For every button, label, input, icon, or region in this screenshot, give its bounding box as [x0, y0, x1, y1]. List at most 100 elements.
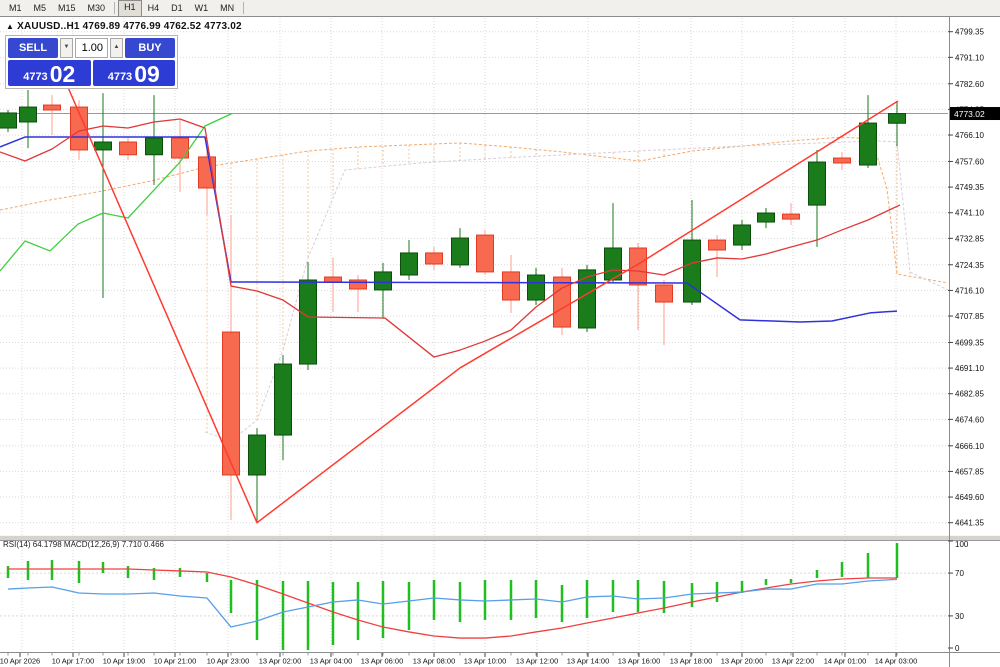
sell-price-pips: 02 [49, 61, 76, 87]
grid-layer [0, 18, 948, 651]
candle [604, 247, 622, 281]
svg-text:10 Apr 21:00: 10 Apr 21:00 [154, 657, 197, 666]
svg-text:13 Apr 12:00: 13 Apr 12:00 [516, 657, 559, 666]
candles-layer [0, 89, 906, 523]
svg-text:4791.10: 4791.10 [955, 53, 984, 62]
candle [757, 212, 775, 223]
candle [859, 122, 877, 166]
candle [578, 269, 596, 329]
volume-increase-button[interactable]: ▲ [110, 38, 123, 58]
toolbar-separator [243, 2, 245, 14]
buy-price-display[interactable]: 4773 09 [92, 60, 175, 86]
svg-text:4699.35: 4699.35 [955, 338, 984, 347]
candle [808, 161, 826, 206]
timeframe-button-d1[interactable]: D1 [171, 2, 183, 13]
svg-text:4691.10: 4691.10 [955, 364, 984, 373]
timeframe-button-m15[interactable]: M15 [58, 2, 76, 13]
svg-text:14 Apr 03:00: 14 Apr 03:00 [875, 657, 918, 666]
candle [655, 284, 673, 303]
svg-text:4641.35: 4641.35 [955, 519, 984, 528]
candle [708, 239, 726, 251]
candle [629, 247, 647, 286]
svg-text:13 Apr 08:00: 13 Apr 08:00 [413, 657, 456, 666]
svg-text:13 Apr 14:00: 13 Apr 14:00 [567, 657, 610, 666]
svg-text:4732.85: 4732.85 [955, 234, 984, 243]
collapse-triangle-icon[interactable]: ▲ [6, 22, 15, 31]
svg-text:4674.60: 4674.60 [955, 415, 984, 424]
one-click-trade-panel: SELL ▼ ▲ BUY 4773 02 4773 09 [5, 35, 178, 89]
svg-text:13 Apr 02:00: 13 Apr 02:00 [259, 657, 302, 666]
current-price-tag [950, 107, 1000, 121]
indicator-layer [6, 543, 899, 651]
candle [833, 157, 851, 164]
svg-text:4773.02: 4773.02 [954, 109, 985, 119]
svg-text:4757.60: 4757.60 [955, 157, 984, 166]
svg-text:13 Apr 10:00: 13 Apr 10:00 [464, 657, 507, 666]
svg-text:14 Apr 01:00: 14 Apr 01:00 [824, 657, 867, 666]
timeframe-button-m5[interactable]: M5 [33, 2, 47, 13]
timeframe-button-h4[interactable]: H4 [147, 2, 160, 13]
candle [171, 137, 189, 159]
timeframe-button-h1[interactable]: H1 [118, 0, 142, 17]
volume-input[interactable] [75, 38, 108, 58]
candle [476, 234, 494, 273]
candle [43, 104, 61, 111]
svg-text:4741.10: 4741.10 [955, 209, 984, 218]
candle [349, 279, 367, 290]
buy-price-major: 4773 [107, 71, 133, 83]
svg-text:4724.35: 4724.35 [955, 261, 984, 270]
svg-text:10 Apr 19:00: 10 Apr 19:00 [103, 657, 146, 666]
candle [374, 271, 392, 291]
toolbar-separator [114, 2, 116, 14]
ichimoku-cloud-layer [0, 136, 949, 442]
svg-text:4749.35: 4749.35 [955, 183, 984, 192]
candle [324, 276, 342, 283]
time-axis[interactable]: 10 Apr 2026 10 Apr 17:00 10 Apr 19:00 10 Ap… [0, 653, 917, 666]
candle [733, 224, 751, 246]
candle [119, 141, 137, 156]
price-axis[interactable]: 4799.354791.104782.604774.354766.104757.… [948, 28, 1000, 528]
timeframe-button-m30[interactable]: M30 [87, 2, 106, 13]
candle [94, 141, 112, 151]
svg-text:4766.10: 4766.10 [955, 131, 984, 140]
buy-button[interactable]: BUY [125, 38, 175, 58]
sell-button[interactable]: SELL [8, 38, 58, 58]
candle [145, 137, 163, 156]
timeframe-button-w1[interactable]: W1 [194, 2, 209, 13]
candle [222, 331, 240, 476]
svg-text:30: 30 [955, 612, 964, 621]
sell-price-major: 4773 [23, 71, 48, 83]
overlay-lines-layer [0, 84, 901, 524]
svg-text:70: 70 [955, 569, 964, 578]
volume-decrease-button[interactable]: ▼ [60, 38, 73, 58]
svg-text:0: 0 [955, 644, 960, 653]
svg-text:100: 100 [955, 540, 969, 549]
svg-text:4649.60: 4649.60 [955, 493, 984, 502]
candle [19, 106, 37, 123]
candle [248, 434, 266, 476]
symbol-ohlc-text: XAUUSD..H1 4769.89 4776.99 4762.52 4773.… [17, 21, 242, 32]
chart-title: ▲ XAUUSD..H1 4769.89 4776.99 4762.52 4773… [6, 21, 242, 32]
indicator-axis: 100 70 30 0 [948, 540, 969, 653]
candle [888, 113, 906, 124]
timeframe-button-mn[interactable]: MN [220, 2, 235, 13]
candle [70, 106, 88, 151]
timeframe-button-m1[interactable]: M1 [9, 2, 22, 13]
svg-text:13 Apr 22:00: 13 Apr 22:00 [772, 657, 815, 666]
svg-text:4666.10: 4666.10 [955, 442, 984, 451]
svg-text:4707.85: 4707.85 [955, 312, 984, 321]
candle [425, 252, 443, 265]
indicator-label: RSI(14) 64.1798 MACD(12,26,9) 7.710 0.46… [3, 540, 164, 549]
candle [400, 252, 418, 276]
svg-text:13 Apr 18:00: 13 Apr 18:00 [670, 657, 713, 666]
svg-text:13 Apr 04:00: 13 Apr 04:00 [310, 657, 353, 666]
svg-text:10 Apr 2026: 10 Apr 2026 [0, 657, 40, 666]
candle [502, 271, 520, 301]
svg-text:4799.35: 4799.35 [955, 28, 984, 37]
svg-text:4782.60: 4782.60 [955, 80, 984, 89]
candle [0, 112, 17, 129]
sell-price-display[interactable]: 4773 02 [8, 60, 91, 86]
svg-text:10 Apr 23:00: 10 Apr 23:00 [207, 657, 250, 666]
